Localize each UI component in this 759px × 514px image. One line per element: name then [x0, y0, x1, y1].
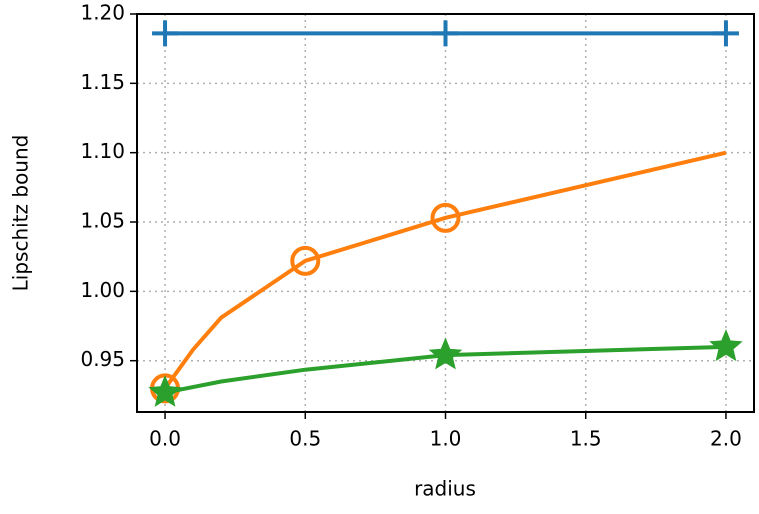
- star-marker: [709, 329, 743, 362]
- star-marker: [428, 337, 463, 370]
- y-tick-label: 1.00: [80, 278, 125, 302]
- series-line: [163, 150, 727, 390]
- x-tick-label: 1.5: [570, 427, 602, 451]
- plot-frame: [136, 13, 755, 413]
- y-tick-label: 0.95: [80, 347, 125, 371]
- circle-marker: [430, 202, 461, 233]
- series-line: [164, 344, 727, 395]
- circle-marker: [290, 245, 321, 276]
- plus-marker: [712, 20, 739, 47]
- plus-marker: [432, 20, 459, 47]
- y-tick-label: 1.10: [80, 139, 125, 163]
- x-tick-label: 1.0: [430, 427, 462, 451]
- y-tick-label: 1.20: [80, 1, 125, 25]
- y-axis-label: Lipschitz bound: [9, 135, 33, 292]
- y-tick-label: 1.15: [80, 70, 125, 94]
- x-tick-label: 2.0: [710, 427, 742, 451]
- y-tick-label: 1.05: [80, 209, 125, 233]
- x-tick-label: 0.0: [149, 427, 181, 451]
- star-marker: [148, 374, 182, 407]
- x-tick-label: 0.5: [289, 427, 321, 451]
- x-axis-label: radius: [414, 477, 476, 501]
- plus-marker: [152, 20, 179, 47]
